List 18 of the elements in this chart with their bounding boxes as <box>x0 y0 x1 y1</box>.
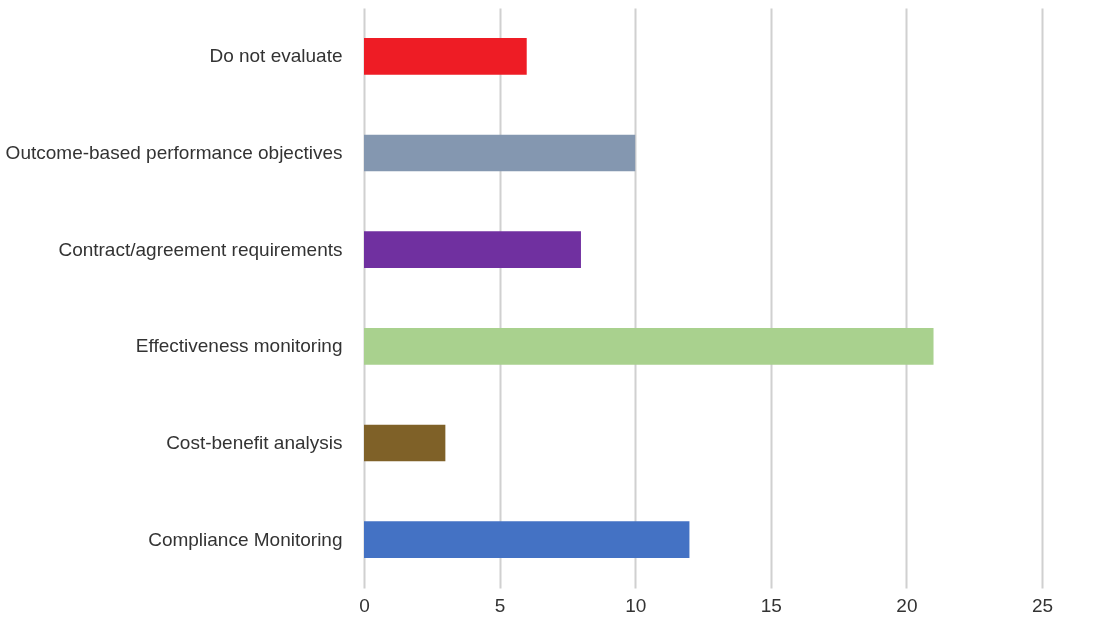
y-tick-label: Outcome-based performance objectives <box>5 142 343 163</box>
bar <box>364 231 581 269</box>
x-tick-label: 5 <box>494 594 506 616</box>
bar <box>364 327 934 365</box>
y-tick-label: Compliance Monitoring <box>148 528 343 550</box>
y-tick-label: Contract/agreement requirements <box>58 238 343 260</box>
x-tick-label: 25 <box>1031 594 1054 616</box>
y-tick-label: Cost-benefit analysis <box>166 432 343 453</box>
bar <box>364 134 636 172</box>
bar <box>364 37 527 75</box>
x-tick-label: 15 <box>760 594 782 616</box>
x-tick-label: 20 <box>896 594 918 616</box>
bar <box>364 521 690 559</box>
y-tick-label: Do not evaluate <box>209 45 343 67</box>
x-tick-label: 0 <box>359 594 370 616</box>
x-tick-label: 10 <box>625 594 647 616</box>
y-tick-label: Effectiveness monitoring <box>135 335 343 357</box>
bar <box>364 424 446 462</box>
